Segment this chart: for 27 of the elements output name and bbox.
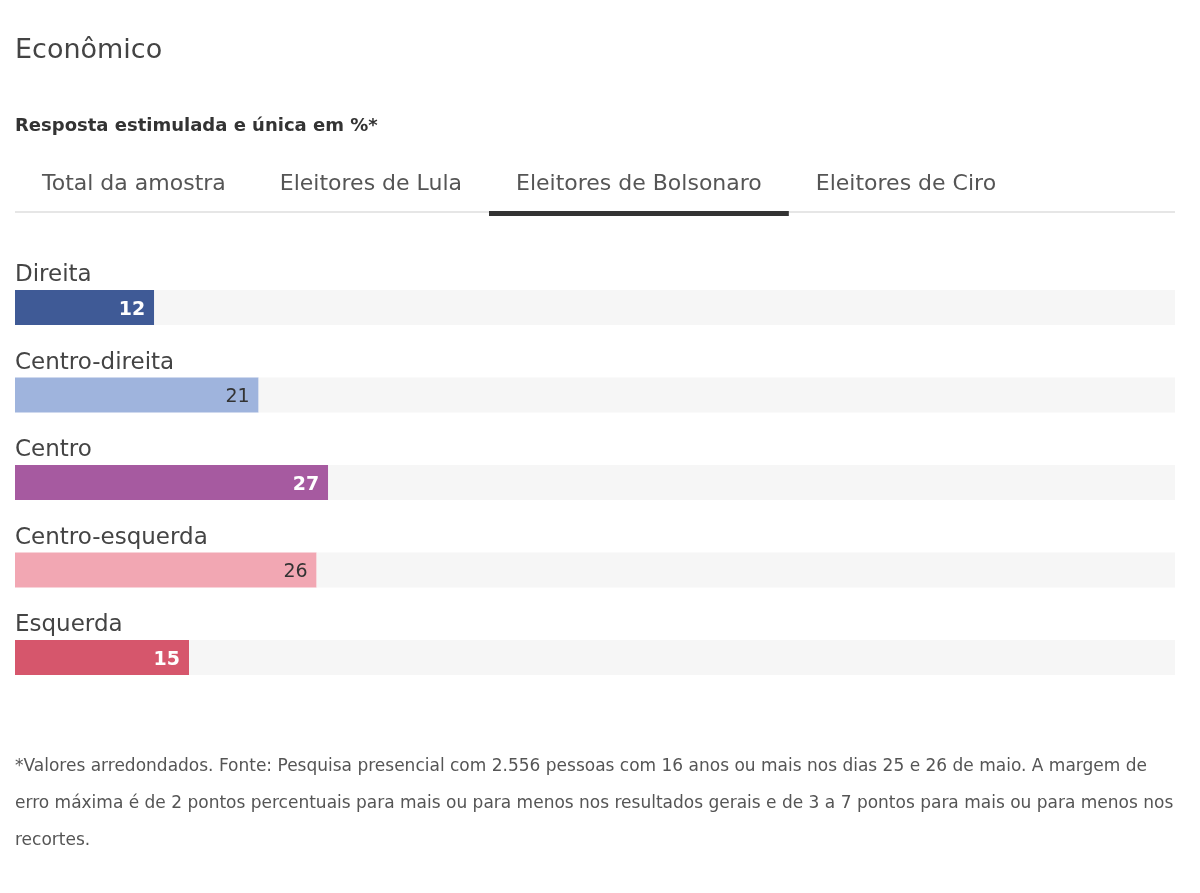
y-tick-label: Centro-esquerda [15, 522, 208, 549]
data-label: 12 [118, 296, 146, 319]
text: Eleitores de Ciro [815, 170, 997, 195]
text: *Valores arredondados. Fonte: Pesquisa presencial com 2.556 pessoas com 16 anos ou mais nos dias 25 e 26 de maio. A margem de erro máxima é de 2 pontos percentuais para mais ou para menos nos resultados gerais e de 3 a 7 pontos para mais ou para menos nos recortes. [15, 755, 1174, 849]
data-label: 27 [292, 471, 320, 494]
bar [15, 552, 317, 588]
bar [15, 465, 329, 500]
bar [189, 640, 1175, 675]
text: Eleitores de Bolsonaro [516, 170, 762, 195]
bar [15, 290, 155, 325]
bar [328, 465, 1175, 500]
chart-subtitle: Resposta estimulada e única em %* [15, 114, 379, 135]
data-label: 26 [283, 559, 308, 581]
bar [15, 377, 259, 413]
text: Eleitores de Lula [279, 170, 462, 195]
bar [15, 640, 189, 675]
bar [258, 377, 1175, 413]
bar [154, 290, 1175, 325]
chart-title: Econômico [15, 33, 163, 64]
y-tick-label: Centro-direita [15, 347, 175, 374]
bar [316, 552, 1175, 588]
data-label: 15 [153, 646, 180, 669]
y-tick-label: Centro [15, 435, 92, 461]
data-label: 21 [225, 384, 250, 406]
y-tick-label: Direita [15, 260, 92, 286]
y-tick-label: Esquerda [15, 610, 123, 636]
text: Total da amostra [41, 170, 226, 195]
